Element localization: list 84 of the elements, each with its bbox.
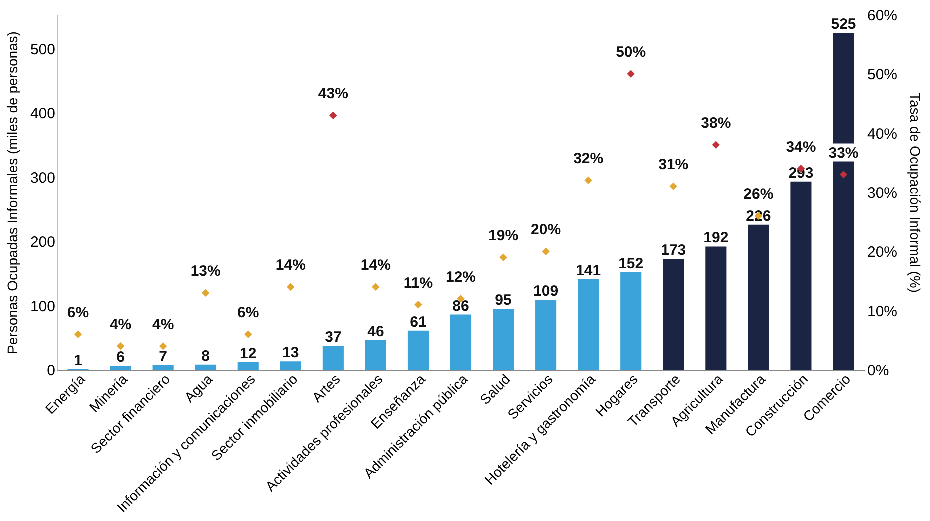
bar: [152, 366, 174, 370]
point: [116, 342, 125, 350]
data-label: 32%: [574, 150, 604, 168]
data-label: 14%: [276, 257, 306, 274]
data-label: 34%: [786, 138, 816, 156]
point: [542, 248, 550, 256]
bar: [493, 309, 514, 370]
point: [159, 342, 168, 350]
y2-tick-label: 20%: [868, 244, 898, 262]
data-label: 6%: [67, 304, 90, 322]
data-label: 4%: [152, 316, 174, 334]
data-label: 50%: [616, 44, 646, 62]
data-label: 4%: [110, 316, 132, 334]
point: [414, 301, 422, 309]
data-label: 12%: [446, 269, 476, 286]
point: [372, 283, 380, 292]
data-label: 525: [831, 16, 856, 33]
y2-tick-label: 50%: [868, 66, 898, 84]
y2-tick-label: 60%: [868, 8, 898, 24]
point: [670, 182, 678, 190]
data-label: 38%: [701, 115, 732, 132]
data-label: 86: [452, 298, 470, 315]
data-label: 11%: [404, 274, 434, 292]
point: [74, 330, 82, 338]
data-label: 13: [282, 344, 300, 362]
data-label: 7: [159, 348, 168, 366]
data-label: 33%: [828, 144, 859, 162]
data-label: 12: [240, 345, 257, 362]
data-label: 1: [74, 352, 82, 370]
y-tick-label: 400: [30, 106, 56, 123]
bar: [365, 340, 386, 370]
data-label: 37: [325, 329, 342, 346]
data-label: 109: [534, 283, 559, 300]
y2-tick-label: 10%: [868, 303, 898, 320]
y-axis-title: Personas Ocupadas Informales (miles de personas): [4, 32, 20, 354]
bar: [450, 314, 472, 370]
point: [840, 170, 848, 179]
data-label: 8: [202, 348, 210, 365]
data-label: 19%: [488, 228, 519, 245]
point: [330, 112, 338, 120]
bar: [536, 300, 557, 370]
data-label: 26%: [744, 186, 774, 204]
point: [712, 141, 720, 150]
y-tick-label: 300: [30, 170, 56, 187]
point: [244, 330, 252, 338]
bar: [408, 330, 429, 370]
data-label: 173: [661, 242, 686, 259]
y-tick-label: 200: [30, 234, 56, 252]
bar: [663, 258, 684, 370]
data-label: 43%: [318, 86, 348, 103]
bar: [110, 366, 132, 370]
y-tick-label: 500: [30, 42, 56, 59]
data-label: 13%: [190, 263, 221, 280]
data-label: 14%: [360, 257, 391, 274]
bar: [790, 182, 812, 370]
y2-tick-label: 30%: [868, 185, 898, 202]
data-label: 95: [495, 292, 512, 310]
y2-axis-title: Tasa de Ocupación Informal (%): [908, 93, 924, 293]
data-label: 20%: [531, 222, 562, 239]
data-label: 141: [576, 262, 602, 280]
point: [584, 176, 592, 185]
bar: [238, 362, 259, 370]
point: [627, 70, 635, 78]
point: [287, 283, 295, 292]
bar: [748, 224, 770, 370]
data-label: 61: [410, 314, 427, 331]
bar: [620, 272, 642, 370]
y-tick-label: 100: [30, 298, 56, 316]
bar: [706, 246, 727, 370]
bar: [322, 346, 344, 370]
data-label: 6%: [238, 304, 260, 322]
data-label: 152: [618, 255, 644, 272]
data-label: 46: [368, 323, 384, 340]
y2-tick-label: 0%: [868, 362, 890, 380]
bar: [280, 362, 302, 370]
data-label: 31%: [658, 156, 689, 174]
data-label: 192: [704, 230, 729, 247]
point: [500, 254, 508, 262]
bar: [195, 364, 216, 370]
y2-tick-label: 40%: [868, 126, 898, 143]
point: [202, 289, 210, 297]
y-tick-label: 0: [47, 362, 56, 380]
bar: [578, 279, 600, 370]
data-label: 6: [116, 349, 125, 366]
